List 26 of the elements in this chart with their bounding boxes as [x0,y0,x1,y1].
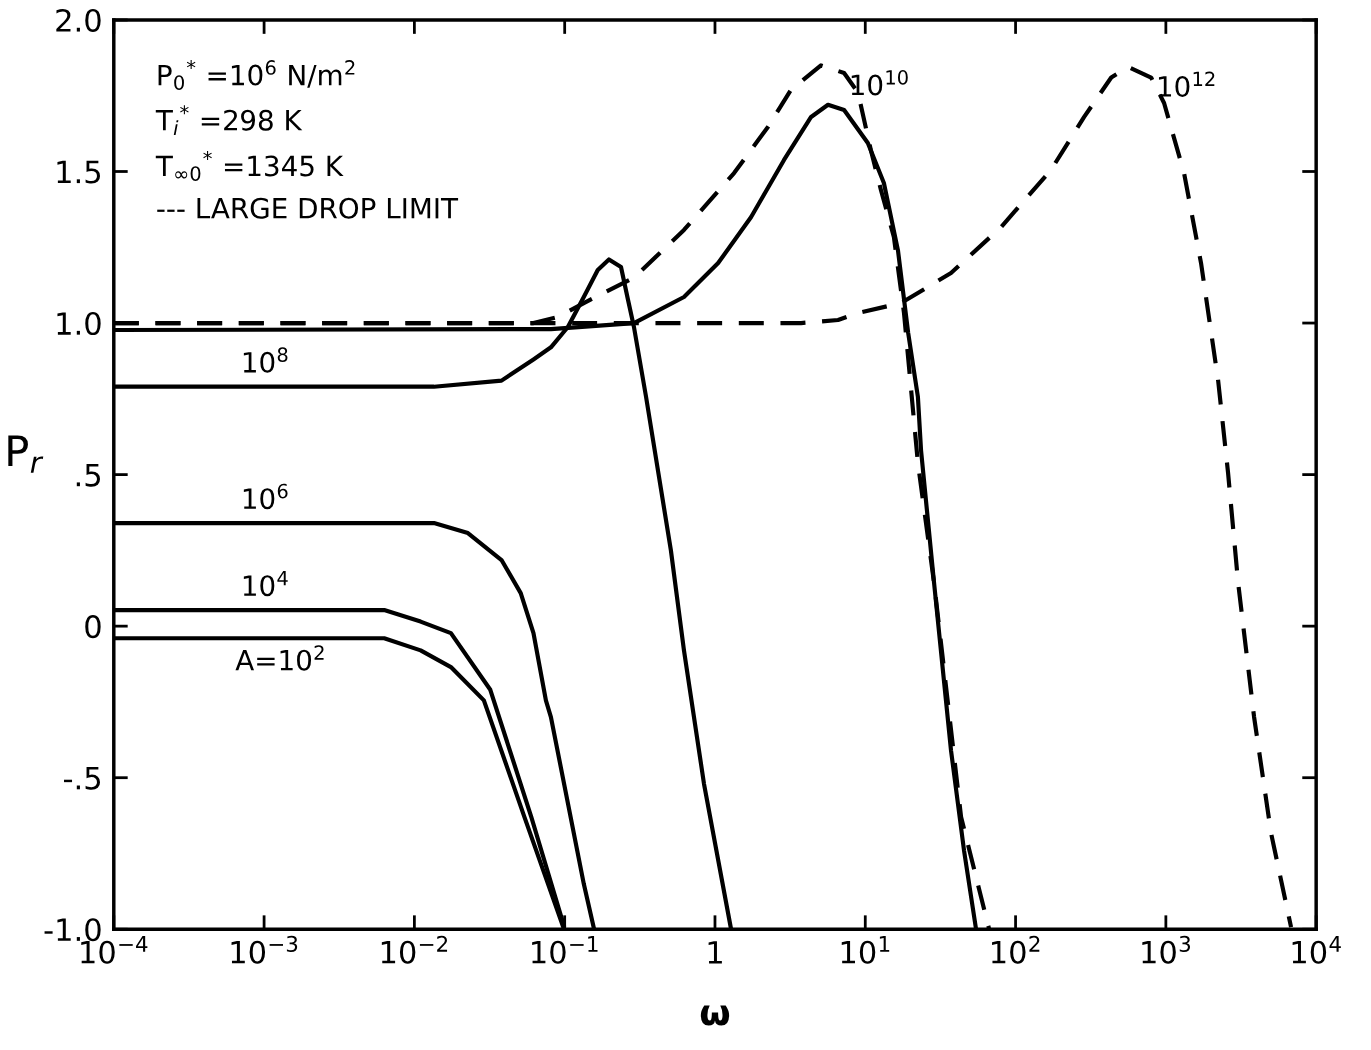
y-tick-label: 2.0 [56,8,101,32]
x-tick-label: 10$^{4}$ [1292,936,1341,964]
x-tick-label: 10$^{−1}$ [532,936,598,964]
annotation: --- LARGE DROP LIMIT [157,197,459,219]
x-tick-label: 10$^{3}$ [1142,935,1191,964]
series-label: 10$^{8}$ [243,347,288,373]
annotation: P$_{0}$$^{*}$ =10$^{6}$ N/m$^{2}$ [158,60,355,90]
series-label: A=10$^{2}$ [235,645,324,671]
x-tick-label: 10$^{−2}$ [381,935,448,964]
series-label: 10$^{10}$ [851,70,908,96]
x-axis-title: ω [700,1005,730,1026]
annotation: T$_{i}$$^{*}$ =298 K [155,105,303,135]
series-label: 10$^{12}$ [1158,71,1215,97]
series-label: 10$^{6}$ [243,483,288,510]
y-tick-label: 0 [85,615,101,639]
x-tick-label: 1 [708,941,722,964]
x-tick-label: 10$^{1}$ [841,936,890,964]
annotation: T$_{∞0}$$^{*}$ =1345 K [155,151,344,181]
series-label: 10$^{4}$ [243,570,288,597]
y-tick-label: 1.0 [57,311,101,336]
y-axis-title: P$_{r}$ [8,435,44,473]
x-tick-label: 10$^{−3}$ [231,935,298,964]
y-tick-label: .5 [76,463,101,487]
x-tick-label: 10$^{2}$ [992,935,1040,964]
y-tick-label: 1.5 [57,160,101,184]
y-tick-label: -.5 [64,767,101,790]
